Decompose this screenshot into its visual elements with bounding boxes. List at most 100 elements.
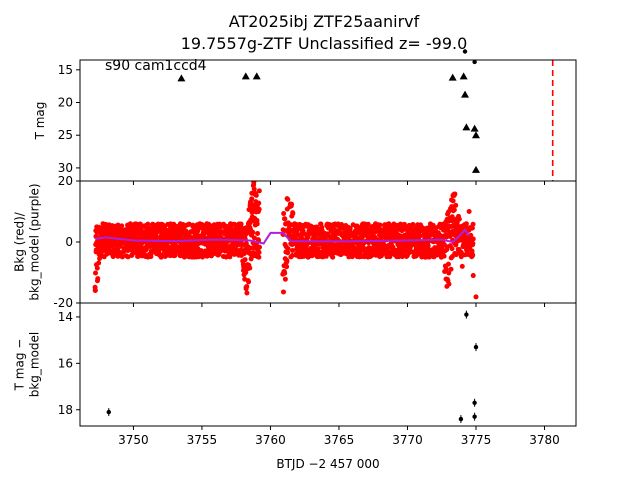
panel-tmag-point [252, 0, 256, 2]
panel-tmag-point [359, 0, 363, 2]
panel-tmag-point [200, 0, 204, 2]
panel-tmag-point [146, 0, 150, 2]
panel-tmag-point [159, 0, 163, 2]
panel-tmag-point [220, 0, 224, 2]
panel-tmag-point [410, 0, 414, 2]
panel-tmag-point [292, 0, 296, 2]
panel-tmag-point [204, 0, 208, 2]
panel-tmag-point [140, 0, 144, 2]
panel-tmag-point [256, 0, 260, 2]
panel-tmag-point [131, 0, 135, 2]
panel-tmag-point [329, 0, 333, 2]
panel-tmag-point [220, 0, 224, 2]
panel-tmag-point [96, 0, 100, 2]
panel-tmag-point [401, 0, 405, 2]
panel-tmag-point [393, 0, 397, 2]
panel-tmag-point [151, 0, 155, 2]
panel-tmag-point [170, 0, 174, 2]
panel-tmag-point [217, 0, 221, 2]
panel-tmag-point [443, 0, 447, 2]
panel-tmag-point [425, 0, 429, 2]
panel-tmag-point [381, 0, 385, 2]
panel-tmag-point [326, 0, 330, 2]
panel-tmag-point [158, 0, 162, 2]
panel-tmag-point [347, 0, 351, 2]
panel-tmag-point [103, 0, 107, 2]
panel-tmag-point [403, 0, 407, 2]
panel-tmag-point [291, 0, 295, 2]
panel-tmag-point [338, 0, 342, 2]
panel-tmag-point [389, 0, 393, 2]
panel-tmag-point [256, 0, 260, 2]
panel-tmag-point [133, 0, 137, 2]
panel-tmag-point [463, 0, 467, 2]
panel-tmag-point [197, 0, 201, 2]
panel-tmag-point [214, 0, 218, 2]
panel-tmag-point [133, 0, 137, 2]
panel-tmag-point [462, 0, 466, 2]
panel-tmag-point [123, 0, 127, 2]
panel-tmag-upper-limit [177, 74, 185, 81]
panel-tmag-point [200, 0, 204, 2]
panel-tmag-point [404, 0, 408, 2]
panel-tmag-upper-limit [461, 91, 469, 98]
panel-tmag-point [409, 0, 413, 2]
panel-tmag-point [297, 0, 301, 2]
panel-tmag-point [209, 0, 213, 2]
panel-tmag-point [135, 0, 139, 2]
panel-bkg-bkg-point [255, 221, 260, 226]
panel-tmag-point [116, 0, 120, 2]
panel-tmag-point [377, 0, 381, 2]
panel-tmag-point [281, 0, 285, 2]
panel-tmag-point [337, 0, 341, 2]
panel-tmag-point [388, 0, 392, 2]
panel-tmag-point [411, 0, 415, 2]
panel-tmag-point [327, 0, 331, 2]
panel-tmag-point [177, 0, 181, 2]
panel-tmag-point [101, 0, 105, 2]
panel-tmag-point [287, 0, 291, 2]
panel-tmag-point [159, 0, 163, 2]
panel-tmag-point [355, 0, 359, 2]
panel-tmag-point [386, 0, 390, 2]
panel-tmag-point [316, 0, 320, 2]
panel-tmag-point [101, 0, 105, 2]
panel-tmag-point [381, 0, 385, 2]
panel-tmag-point [115, 0, 119, 2]
panel-tmag-point [395, 0, 399, 2]
panel-tmag-point [312, 0, 316, 2]
panel-tmag-point [104, 0, 108, 2]
panel-tmag-point [204, 0, 208, 2]
panel-tmag-point [364, 0, 368, 2]
panel-tmag-point [400, 0, 404, 2]
panel-tmag-point [408, 0, 412, 2]
panel-tmag-point [321, 0, 325, 2]
panel-tmag-point [470, 0, 474, 2]
panel-tmag-point [196, 0, 200, 2]
panel-tmag-point [172, 0, 176, 2]
panel-tmag-point [358, 0, 362, 2]
panel-tmag-point [438, 0, 442, 2]
panel-tmag-point [209, 0, 213, 2]
panel-tmag-point [177, 0, 181, 2]
panel-tmag-point [439, 0, 443, 2]
panel-tmag-point [345, 0, 349, 2]
panel-tmag-point [188, 0, 192, 2]
panel-tmag-point [287, 0, 291, 2]
panel-tmag-point [316, 0, 320, 2]
panel-tmag-point [390, 0, 394, 2]
panel-tmag-point [188, 0, 192, 2]
panel-tmag-point [162, 0, 166, 2]
panel-tmag-point [301, 0, 305, 2]
panel-tmag-point [413, 0, 417, 2]
panel-tmag-point [118, 0, 122, 2]
panel-tmag-point [201, 0, 205, 2]
panel-tmag-point [292, 0, 296, 2]
panel-tmag-point [399, 0, 403, 2]
panel-tmag-point [309, 0, 313, 2]
panel-tmag-point [205, 0, 209, 2]
panel-tmag-point [398, 0, 402, 2]
panel-tmag-point [406, 0, 410, 2]
panel-tmag-point [180, 0, 184, 2]
panel-bkg-bkg-point [285, 197, 290, 202]
